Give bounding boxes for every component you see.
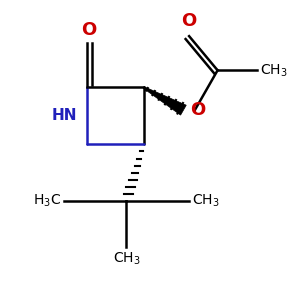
Text: O: O bbox=[182, 13, 197, 31]
Text: H$_3$C: H$_3$C bbox=[33, 193, 61, 209]
Text: CH$_3$: CH$_3$ bbox=[260, 62, 288, 79]
Polygon shape bbox=[143, 87, 186, 115]
Text: O: O bbox=[82, 21, 97, 39]
Text: HN: HN bbox=[51, 108, 77, 123]
Text: O: O bbox=[190, 101, 206, 119]
Text: CH$_3$: CH$_3$ bbox=[113, 251, 140, 267]
Text: CH$_3$: CH$_3$ bbox=[192, 193, 220, 209]
